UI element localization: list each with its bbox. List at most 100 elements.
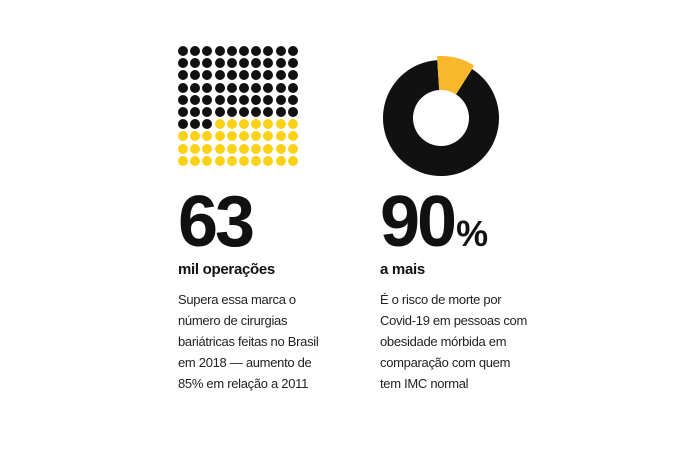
dot-yellow: [287, 131, 298, 142]
dot-yellow: [226, 143, 237, 154]
stat-risk: 90% a mais É o risco de morte por Covid-…: [380, 46, 550, 391]
dot-black: [263, 58, 274, 69]
dot-black: [190, 119, 201, 130]
dot-black: [251, 58, 262, 69]
dot-black: [251, 107, 262, 117]
dot-black: [178, 58, 188, 69]
dot-yellow: [251, 155, 262, 166]
dot-yellow: [214, 131, 225, 142]
description-line: número de cirurgias: [178, 313, 288, 328]
dot-black: [239, 46, 249, 56]
dot-yellow: [190, 131, 201, 142]
dot-black: [214, 94, 225, 105]
donut-base-ring: [383, 60, 499, 177]
dot-yellow: [202, 155, 213, 166]
description-line: em 2018 — aumento de: [178, 355, 312, 370]
dot-black: [226, 70, 237, 81]
dot-black: [251, 94, 262, 105]
dot-black: [214, 82, 225, 93]
dot-black: [202, 46, 213, 56]
dot-yellow: [202, 143, 213, 154]
stat-operations-number: 63: [178, 182, 255, 262]
dot-black: [287, 94, 298, 105]
dot-yellow: [275, 143, 286, 154]
dot-yellow: [251, 143, 262, 154]
dot-black: [251, 70, 262, 81]
dot-yellow: [263, 143, 274, 154]
dot-black: [251, 82, 262, 93]
dot-yellow: [226, 131, 237, 142]
dot-black: [226, 94, 237, 105]
donut-highlight-segment: [437, 56, 475, 95]
stat-operations-subtitle: mil operações: [178, 261, 275, 278]
description-line: Covid-19 em pessoas com: [380, 313, 527, 328]
dot-black: [214, 70, 225, 81]
dot-black: [263, 82, 274, 93]
dot-black: [287, 58, 298, 69]
dot-black: [178, 94, 188, 105]
dot-black: [263, 94, 274, 105]
dot-black: [214, 107, 225, 117]
stat-operations-description: Supera essa marca o número de cirurgias …: [178, 289, 319, 394]
dot-yellow: [178, 143, 188, 154]
dot-black: [275, 94, 286, 105]
dot-black: [287, 70, 298, 81]
stat-risk-unit: %: [456, 213, 489, 254]
dot-black: [239, 70, 249, 81]
dot-yellow: [275, 119, 286, 130]
dot-black: [190, 58, 201, 69]
dot-black: [190, 94, 201, 105]
stat-risk-value: 90: [380, 182, 457, 262]
dot-black: [190, 46, 201, 56]
dot-black: [263, 107, 274, 117]
dot-yellow: [287, 155, 298, 166]
description-line: comparação com quem: [380, 355, 511, 370]
dot-black: [275, 70, 286, 81]
dot-black: [178, 107, 188, 117]
dot-black: [202, 94, 213, 105]
dot-black: [239, 94, 249, 105]
dot-black: [178, 119, 188, 130]
dot-black: [239, 82, 249, 93]
dot-black: [202, 119, 213, 130]
dot-grid-chart: [178, 46, 300, 168]
dot-yellow: [178, 155, 188, 166]
dot-yellow: [239, 119, 249, 130]
dot-black: [202, 82, 213, 93]
donut-svg: [383, 56, 499, 177]
dot-black: [214, 58, 225, 69]
dot-black: [275, 58, 286, 69]
dot-black: [190, 70, 201, 81]
dot-black: [178, 70, 188, 81]
dot-black: [251, 46, 262, 56]
dot-yellow: [226, 119, 237, 130]
dot-yellow: [190, 143, 201, 154]
dot-yellow: [251, 119, 262, 130]
description-line: tem IMC normal: [380, 376, 469, 391]
dot-black: [190, 82, 201, 93]
dot-black: [202, 58, 213, 69]
dot-black: [226, 107, 237, 117]
description-line: bariátricas feitas no Brasil: [178, 334, 319, 349]
stat-risk-number: 90%: [380, 186, 488, 258]
dot-black: [226, 58, 237, 69]
dot-black: [275, 82, 286, 93]
dot-black: [178, 46, 188, 56]
dot-black: [287, 107, 298, 117]
dot-black: [202, 70, 213, 81]
dot-black: [239, 58, 249, 69]
dot-black: [239, 107, 249, 117]
dot-yellow: [263, 119, 274, 130]
description-line: Supera essa marca o: [178, 292, 296, 307]
dot-black: [190, 107, 201, 117]
dot-black: [178, 82, 188, 93]
donut-chart: [380, 46, 502, 177]
dot-black: [202, 107, 213, 117]
dot-black: [287, 82, 298, 93]
description-line: É o risco de morte por: [380, 292, 502, 307]
dot-yellow: [226, 155, 237, 166]
dot-yellow: [214, 119, 225, 130]
dot-black: [275, 107, 286, 117]
dot-yellow: [190, 155, 201, 166]
description-line: obesidade mórbida em: [380, 334, 507, 349]
